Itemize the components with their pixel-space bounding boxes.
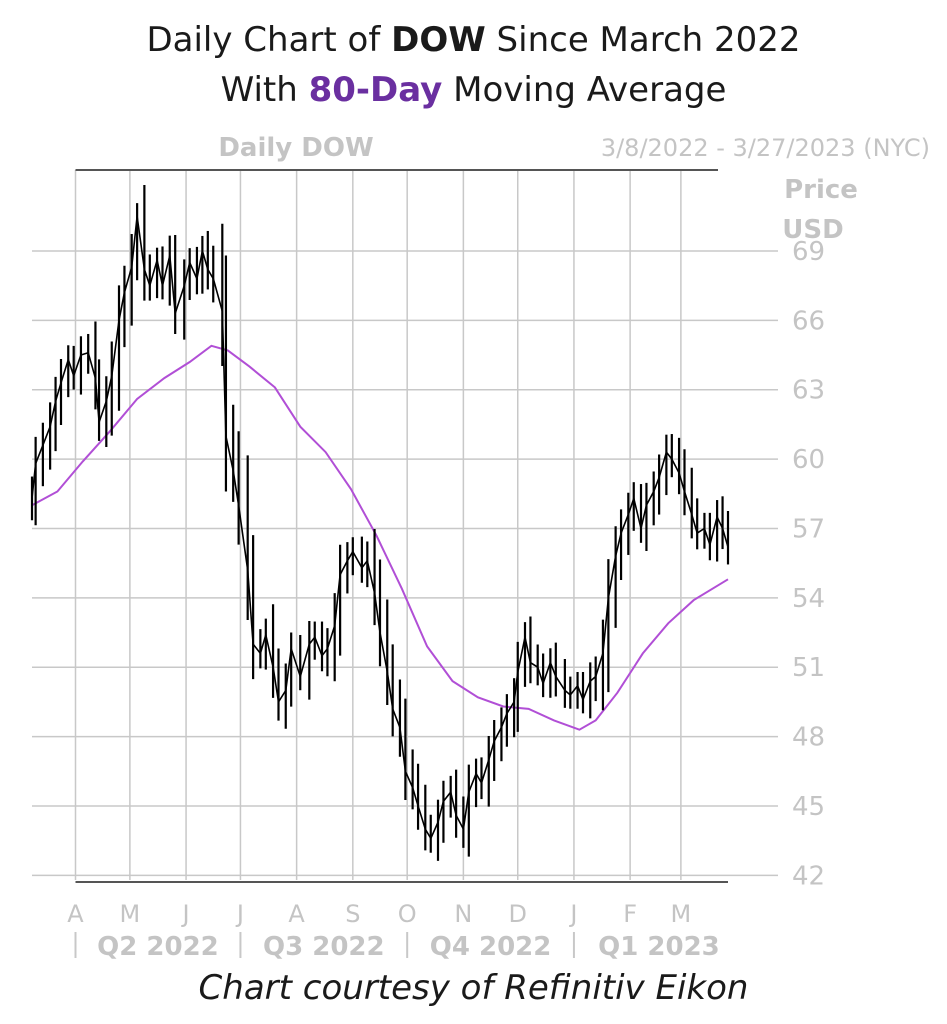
month-tick-label: J: [181, 900, 190, 928]
month-tick-label: M: [671, 900, 692, 928]
month-tick-label: M: [120, 900, 141, 928]
series-price-line: [31, 216, 729, 841]
month-tick-label: D: [509, 900, 527, 928]
title-prefix: Daily Chart of: [146, 20, 392, 60]
chart-credit: Chart courtesy of Refinitiv Eikon: [198, 968, 749, 1008]
y-tick-label: 57: [792, 514, 825, 544]
subtitle-highlight: 80-Day: [308, 70, 443, 110]
y-tick-label: 63: [792, 376, 825, 406]
month-tick-label: N: [454, 900, 472, 928]
y-tick-label: 69: [792, 237, 825, 267]
month-tick-label: S: [345, 900, 360, 928]
month-tick-label: O: [398, 900, 417, 928]
ylabel-usd: USD: [782, 215, 843, 245]
chart-title-line-1: Daily Chart of DOW Since March 2022: [0, 20, 947, 60]
quarter-label: Q2 2022: [97, 932, 219, 962]
month-tick-label: F: [623, 900, 637, 928]
y-tick-label: 66: [792, 306, 825, 336]
month-tick-label: A: [288, 900, 305, 928]
series-moving-average-line: [31, 344, 729, 731]
subtitle-suffix: Moving Average: [442, 70, 727, 110]
y-tick-label: 42: [792, 861, 825, 891]
y-tick-label: 51: [792, 653, 825, 683]
y-tick-label: 48: [792, 723, 825, 753]
title-ticker: DOW: [391, 20, 486, 60]
chart-title-line-2: With 80-Day Moving Average: [0, 70, 947, 110]
month-tick-label: J: [235, 900, 244, 928]
month-tick-label: A: [67, 900, 84, 928]
quarter-label: Q4 2022: [430, 932, 552, 962]
y-tick-label: 54: [792, 584, 825, 614]
month-tick-label: J: [568, 900, 577, 928]
y-tick-label: 60: [792, 445, 825, 475]
date-range-label: 3/8/2022 - 3/27/2023 (NYC): [601, 134, 930, 162]
quarter-label: Q3 2022: [263, 932, 385, 962]
y-tick-label: 45: [792, 792, 825, 822]
subtitle-prefix: With: [220, 70, 309, 110]
ylabel-price: Price: [784, 175, 858, 205]
quarter-label: Q1 2023: [598, 932, 720, 962]
chart-heading: Daily DOW: [218, 133, 373, 163]
title-suffix: Since March 2022: [485, 20, 801, 60]
